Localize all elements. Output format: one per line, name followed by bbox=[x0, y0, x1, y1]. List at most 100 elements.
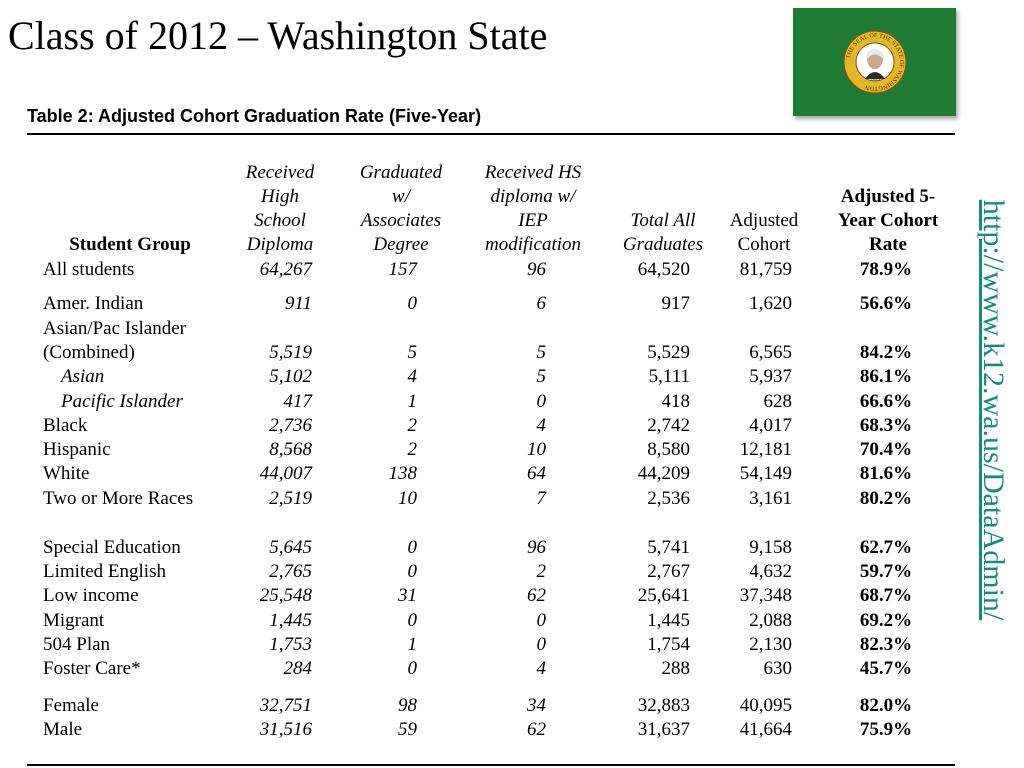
header-line: Diploma bbox=[246, 234, 314, 255]
table-row: Black 2,736 2 4 2,742 4,017 68.3% bbox=[0, 414, 960, 438]
total-graduates-cell: 2,767 bbox=[647, 561, 690, 582]
hs-diploma-cell: 5,519 bbox=[269, 342, 312, 363]
iep-cell: 6 bbox=[536, 293, 547, 314]
hs-diploma-cell: 5,102 bbox=[269, 366, 312, 387]
hs-diploma-cell: 1,445 bbox=[269, 610, 312, 631]
student-group-cell: Male bbox=[43, 719, 83, 740]
table-row: Foster Care* 284 0 4 288 630 45.7% bbox=[0, 657, 960, 681]
table-row: 504 Plan 1,753 1 0 1,754 2,130 82.3% bbox=[0, 633, 960, 657]
associates-cell: 0 bbox=[407, 293, 418, 314]
hs-diploma-cell: 417 bbox=[283, 391, 313, 412]
associates-cell: 31 bbox=[398, 585, 417, 606]
student-group-cell: Female bbox=[43, 695, 99, 716]
table-row: Special Education 5,645 0 96 5,741 9,158 62.7% bbox=[0, 536, 960, 560]
cohort-rate-cell bbox=[840, 317, 932, 341]
hs-diploma-cell: 31,516 bbox=[259, 719, 312, 740]
header-line: Received bbox=[245, 162, 315, 183]
header-line: Year Cohort bbox=[837, 210, 939, 231]
iep-cell: 5 bbox=[536, 366, 547, 387]
table-row: Asian 5,102 4 5 5,111 5,937 86.1% bbox=[0, 365, 960, 389]
cohort-rate-cell: 68.7% bbox=[859, 585, 913, 606]
adjusted-cohort-cell: 1,620 bbox=[749, 293, 792, 314]
hs-diploma-cell bbox=[230, 317, 312, 341]
associates-cell: 0 bbox=[407, 537, 418, 558]
iep-cell: 96 bbox=[527, 537, 546, 558]
associates-cell: 1 bbox=[407, 634, 418, 655]
seal-year: 1889 bbox=[870, 78, 881, 83]
total-graduates-cell: 1,445 bbox=[647, 610, 690, 631]
student-group-cell: Pacific Islander bbox=[61, 391, 183, 412]
total-graduates-cell: 1,754 bbox=[647, 634, 690, 655]
iep-cell: 7 bbox=[536, 488, 547, 509]
header-line: w/ bbox=[392, 186, 410, 207]
table-row: Low income 25,548 31 62 25,641 37,348 68.7% bbox=[0, 584, 960, 608]
student-group-cell: Limited English bbox=[43, 561, 166, 582]
student-group-cell: Asian/Pac Islander bbox=[43, 318, 186, 339]
header-line: Rate bbox=[869, 234, 907, 255]
cohort-rate-cell: 80.2% bbox=[859, 488, 913, 509]
student-group-cell: All students bbox=[43, 259, 135, 280]
header-line: Student Group bbox=[69, 234, 191, 255]
iep-cell: 62 bbox=[527, 719, 546, 740]
adjusted-cohort-cell: 4,017 bbox=[749, 415, 792, 436]
header-line: modification bbox=[484, 234, 582, 255]
student-group-cell: White bbox=[43, 463, 90, 484]
student-group-cell: (Combined) bbox=[43, 342, 135, 363]
total-graduates-cell: 418 bbox=[661, 391, 691, 412]
header-line: diploma w/ bbox=[490, 186, 576, 207]
header-line: High bbox=[261, 186, 299, 207]
student-group-cell: Low income bbox=[43, 585, 139, 606]
student-group-cell: Foster Care* bbox=[43, 658, 141, 679]
cohort-rate-cell: 82.3% bbox=[859, 634, 913, 655]
hs-diploma-cell: 64,267 bbox=[259, 259, 312, 280]
hs-diploma-cell: 1,753 bbox=[269, 634, 312, 655]
total-graduates-cell: 8,580 bbox=[647, 439, 690, 460]
state-seal-icon: THE SEAL OF THE STATE OF WASHINGTON 1889 bbox=[843, 30, 907, 94]
student-group-cell: Special Education bbox=[43, 537, 181, 558]
header-line: Graduates bbox=[622, 234, 704, 255]
table-row: Female 32,751 98 34 32,883 40,095 82.0% bbox=[0, 694, 960, 718]
student-group-cell: Black bbox=[43, 415, 88, 436]
cohort-rate-cell: 59.7% bbox=[859, 561, 913, 582]
adjusted-cohort-cell: 54,149 bbox=[739, 463, 792, 484]
header-cohort-rate: Adjusted 5- Year Cohort Rate bbox=[826, 160, 950, 257]
table-row: Male 31,516 59 62 31,637 41,664 75.9% bbox=[0, 718, 960, 742]
total-graduates-cell: 25,641 bbox=[637, 585, 690, 606]
header-hs-diploma: Received High School Diploma bbox=[228, 160, 332, 257]
adjusted-cohort-cell: 41,664 bbox=[739, 719, 792, 740]
cohort-rate-cell: 84.2% bbox=[859, 342, 913, 363]
header-line: Adjusted bbox=[729, 210, 799, 231]
table-row: Migrant 1,445 0 0 1,445 2,088 69.2% bbox=[0, 609, 960, 633]
iep-cell: 4 bbox=[536, 415, 547, 436]
associates-cell: 138 bbox=[388, 463, 418, 484]
total-graduates-cell: 64,520 bbox=[637, 259, 690, 280]
hs-diploma-cell: 911 bbox=[284, 293, 312, 314]
iep-cell: 0 bbox=[536, 634, 547, 655]
iep-cell: 64 bbox=[527, 463, 546, 484]
iep-cell: 2 bbox=[536, 561, 547, 582]
total-graduates-cell: 5,111 bbox=[648, 366, 690, 387]
associates-cell: 5 bbox=[407, 342, 418, 363]
associates-cell: 98 bbox=[398, 695, 417, 716]
student-group-cell: Amer. Indian bbox=[43, 293, 144, 314]
adjusted-cohort-cell: 4,632 bbox=[749, 561, 792, 582]
hs-diploma-cell: 8,568 bbox=[269, 439, 312, 460]
cohort-rate-cell: 70.4% bbox=[859, 439, 913, 460]
iep-cell: 34 bbox=[527, 695, 546, 716]
washington-state-flag: THE SEAL OF THE STATE OF WASHINGTON 1889 bbox=[793, 8, 956, 116]
student-group-cell: Migrant bbox=[43, 610, 105, 631]
table-row: Two or More Races 2,519 10 7 2,536 3,161 80.2% bbox=[0, 487, 960, 511]
table-row: All students 64,267 157 96 64,520 81,759 78.9% bbox=[0, 258, 960, 282]
iep-cell: 0 bbox=[536, 610, 547, 631]
adjusted-cohort-cell: 6,565 bbox=[749, 342, 792, 363]
total-graduates-cell: 2,742 bbox=[647, 415, 690, 436]
hs-diploma-cell: 2,736 bbox=[269, 415, 312, 436]
total-graduates-cell: 2,536 bbox=[647, 488, 690, 509]
iep-cell: 96 bbox=[527, 259, 546, 280]
total-graduates-cell: 917 bbox=[661, 293, 691, 314]
associates-cell: 4 bbox=[407, 366, 418, 387]
cohort-rate-cell: 82.0% bbox=[859, 695, 913, 716]
table-row: Asian/Pac Islander bbox=[0, 317, 960, 341]
associates-cell: 2 bbox=[407, 439, 418, 460]
adjusted-cohort-cell: 81,759 bbox=[739, 259, 792, 280]
